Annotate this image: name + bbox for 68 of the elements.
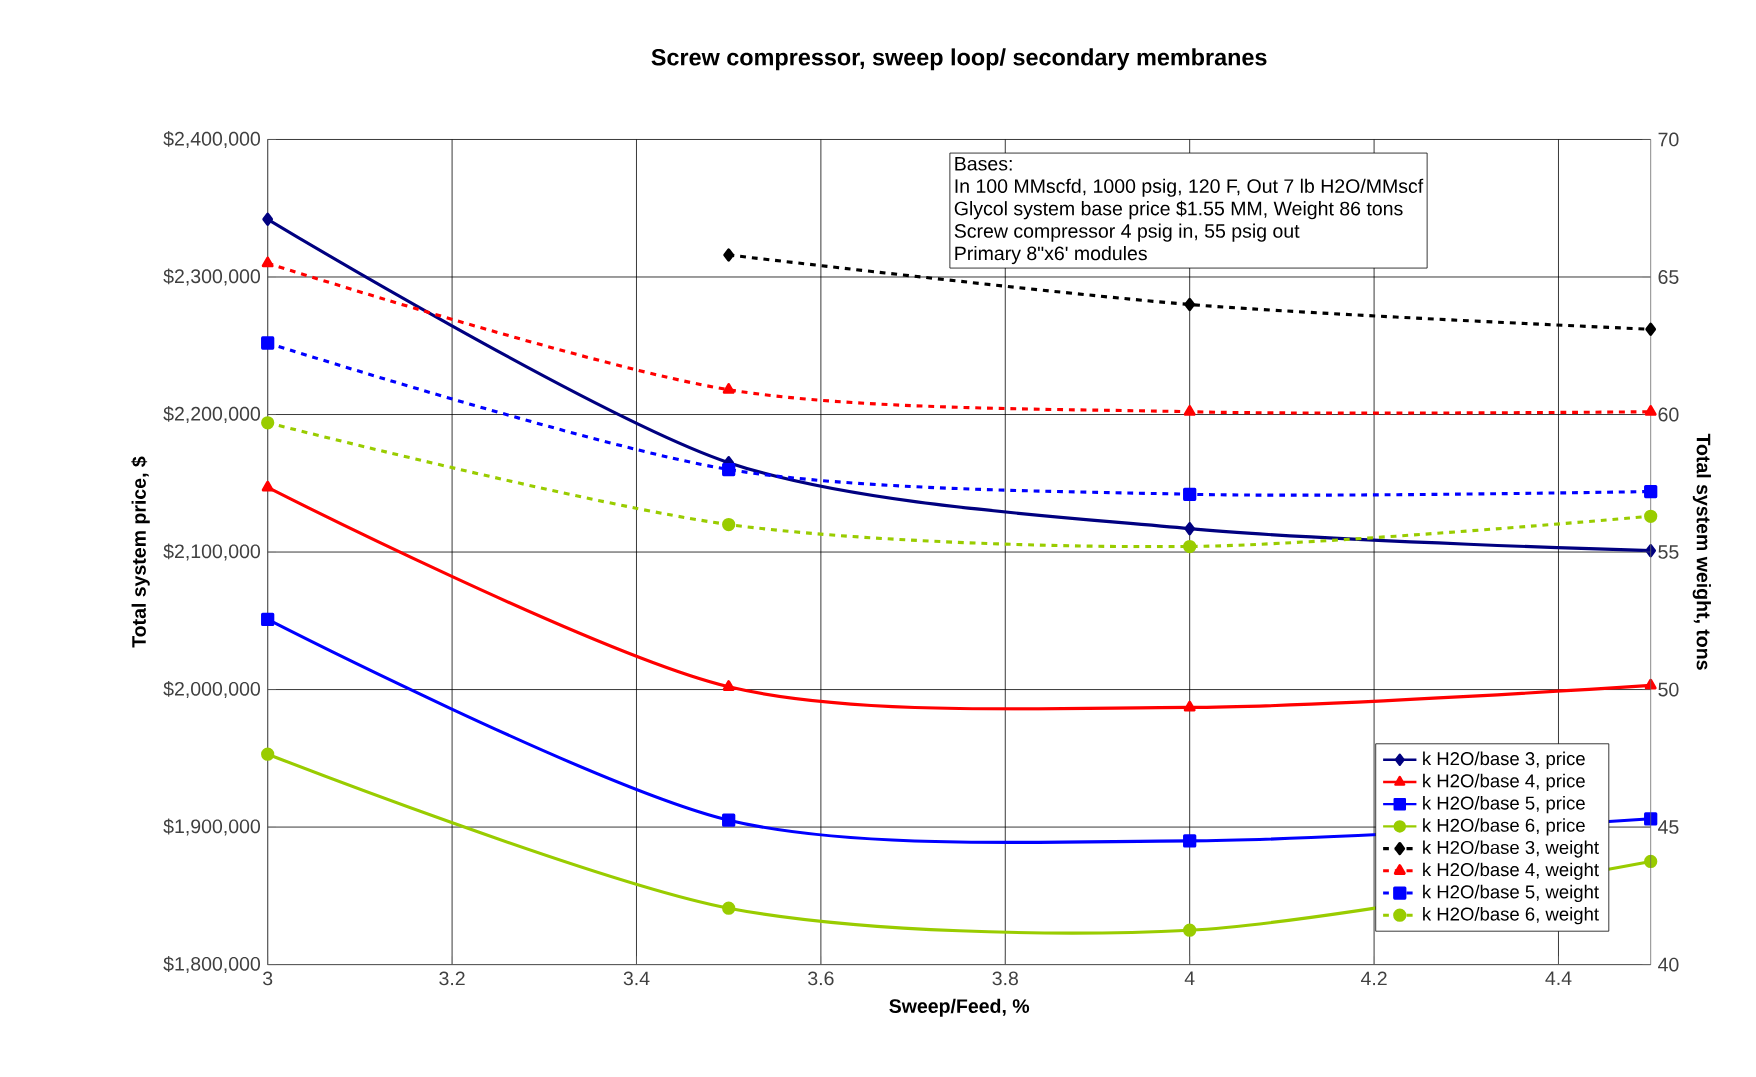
y-tick-label: $2,100,000: [163, 543, 261, 561]
y-tick-label: $2,200,000: [163, 406, 261, 424]
point: [722, 901, 736, 915]
point: [1644, 678, 1657, 690]
annotation: Primary 8"x6' modules: [955, 246, 1147, 265]
y2-tick-label: 65: [1658, 270, 1679, 285]
legend-label: k H2O/base 6, weight: [1423, 907, 1599, 925]
y-tick-label: $2,000,000: [163, 681, 261, 699]
legend-label: k H2O/base 3, price: [1423, 751, 1585, 770]
point: [1183, 834, 1197, 848]
point: [722, 680, 735, 692]
point: [723, 248, 735, 262]
y2-tick-label: 70: [1658, 132, 1679, 147]
x-tick-label: 3.2: [439, 971, 465, 986]
chart-title: Screw compressor, sweep loop/ secondary membranes: [651, 48, 1267, 71]
point: [261, 480, 274, 492]
y2-tick-label: 50: [1658, 682, 1679, 697]
point: [261, 747, 275, 761]
point: [261, 612, 275, 627]
annotation: Screw compressor 4 psig in, 55 psig out: [954, 223, 1300, 242]
point: [722, 813, 736, 827]
y-tick-label: $1,800,000: [163, 956, 261, 974]
point: [1183, 487, 1197, 502]
legend-label: k H2O/base 4, price: [1423, 773, 1585, 792]
x-axis-title: Sweep/Feed, %: [889, 998, 1030, 1017]
legend-label: k H2O/base 5, price: [1423, 796, 1585, 814]
x-tick-label: 3.6: [808, 971, 834, 986]
point: [261, 256, 274, 268]
point: [1183, 700, 1196, 712]
point: [1183, 540, 1197, 554]
point: [261, 336, 275, 350]
point: [1644, 485, 1658, 499]
annotation: Glycol system base price $1.55 MM, Weight 86 tons: [954, 200, 1403, 220]
y2-tick-label: 45: [1658, 820, 1679, 834]
point: [1645, 322, 1657, 336]
x-tick-label: 3.8: [992, 971, 1018, 986]
point: [1184, 522, 1196, 536]
y2-axis-title: Total system weight, tons: [1692, 433, 1711, 670]
x-tick-label: 4: [1184, 971, 1195, 986]
y2-tick-label: 60: [1658, 407, 1679, 422]
y-tick-label: $2,400,000: [163, 131, 261, 149]
y2-tick-label: 55: [1658, 545, 1679, 559]
point: [722, 383, 735, 394]
point: [1184, 297, 1196, 312]
y-tick-label: $2,300,000: [163, 268, 261, 286]
point: [722, 463, 736, 477]
x-tick-label: 4.2: [1360, 971, 1387, 986]
point: [722, 518, 736, 532]
point: [1644, 812, 1658, 826]
x-tick-label: 3.4: [623, 971, 650, 986]
annotation: Bases:: [955, 157, 1012, 171]
y-tick-label: $1,900,000: [163, 818, 261, 836]
point: [1644, 405, 1657, 416]
annotation: In 100 MMscfd, 1000 psig, 120 F, Out 7 lb H2O/MMscf: [955, 178, 1424, 197]
legend-label: k H2O/base 5, weight: [1423, 884, 1599, 903]
point: [1183, 405, 1196, 416]
legend-label: k H2O/base 3, weight: [1423, 840, 1599, 858]
x-tick-label: 4.4: [1545, 971, 1572, 986]
point: [262, 212, 274, 226]
y2-tick-label: 40: [1658, 957, 1679, 972]
legend-label: k H2O/base 6, price: [1423, 818, 1585, 836]
legend-label: k H2O/base 4, weight: [1423, 862, 1599, 881]
y-axis-title: Total system price, $: [131, 456, 150, 648]
point: [1644, 854, 1658, 869]
point: [1183, 923, 1197, 937]
x-tick-label: 3: [262, 971, 273, 986]
point: [1644, 509, 1658, 524]
point: [261, 416, 275, 430]
